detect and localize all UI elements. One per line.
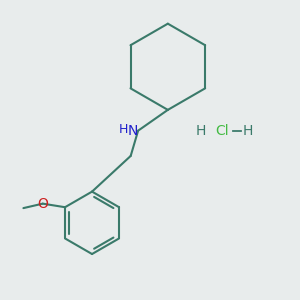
Text: O: O <box>37 196 48 211</box>
Text: H: H <box>242 124 253 138</box>
Text: N: N <box>128 124 138 138</box>
Text: H: H <box>118 123 128 136</box>
Text: Cl: Cl <box>215 124 229 138</box>
Text: H: H <box>196 124 206 138</box>
